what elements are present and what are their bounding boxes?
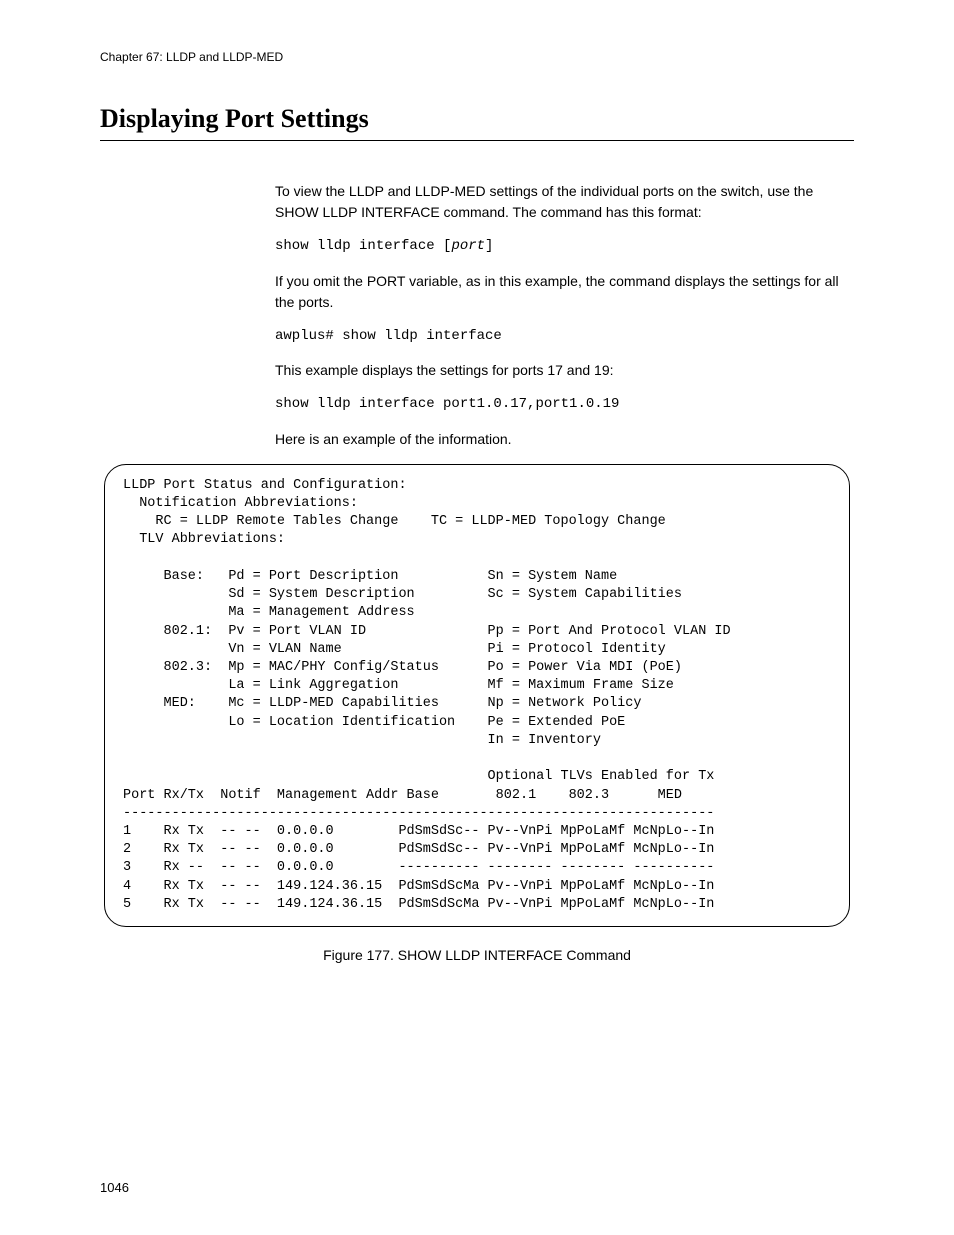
paragraph-intro: To view the LLDP and LLDP-MED settings o… <box>275 181 854 223</box>
page-number: 1046 <box>100 1180 129 1195</box>
paragraph-omit: If you omit the PORT variable, as in thi… <box>275 271 854 313</box>
command-syntax: show lldp interface [port] <box>275 237 854 257</box>
title-underline <box>100 140 854 141</box>
paragraph-example: Here is an example of the information. <box>275 429 854 450</box>
chapter-header: Chapter 67: LLDP and LLDP-MED <box>100 50 854 64</box>
cmd-variable: port <box>451 238 485 254</box>
paragraph-ports: This example displays the settings for p… <box>275 360 854 381</box>
cmd-suffix: ] <box>485 238 493 254</box>
terminal-output: LLDP Port Status and Configuration: Noti… <box>104 464 850 927</box>
section-title: Displaying Port Settings <box>100 104 854 134</box>
figure-caption: Figure 177. SHOW LLDP INTERFACE Command <box>100 947 854 963</box>
cmd-prefix: show lldp interface [ <box>275 238 451 254</box>
command-example-ports: show lldp interface port1.0.17,port1.0.1… <box>275 395 854 415</box>
command-example-all: awplus# show lldp interface <box>275 327 854 347</box>
